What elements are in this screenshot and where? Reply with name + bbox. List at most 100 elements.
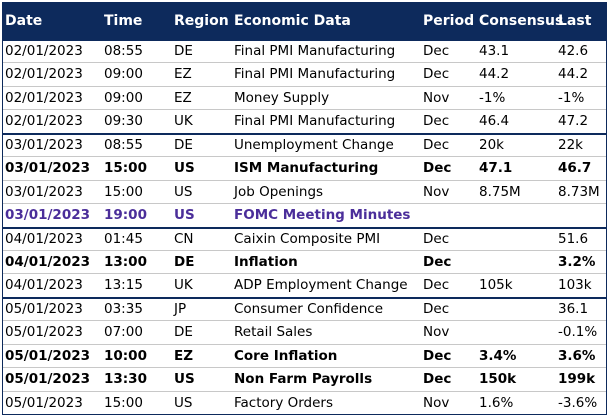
date-cell: 05/01/2023	[5, 394, 83, 411]
consensus-cell: 47.1	[479, 160, 513, 177]
date-cell: 03/01/2023	[5, 136, 83, 153]
economic-data-cell: FOMC Meeting Minutes	[234, 207, 411, 224]
time-cell: 15:00	[104, 394, 143, 411]
header-cell: Date	[5, 13, 43, 29]
time-cell: 09:00	[104, 66, 143, 83]
consensus-cell: 44.2	[479, 66, 510, 83]
consensus-cell: -1%	[479, 89, 506, 106]
period-cell: Dec	[423, 347, 452, 364]
table-row: 05/01/2023 07:00 DE Retail Sales Nov -0.1%	[3, 320, 606, 343]
period-cell: Dec	[423, 277, 450, 294]
consensus-cell: 1.6%	[479, 394, 514, 411]
last-cell: 46.7	[558, 160, 592, 177]
consensus-cell: 20k	[479, 136, 504, 153]
table-row: 04/01/2023 13:15 UK ADP Employment Change De…	[3, 273, 606, 296]
time-cell: 01:45	[104, 230, 143, 247]
region-cell: US	[174, 207, 195, 224]
table-row: 02/01/2023 09:30 UK Final PMI Manufacturing…	[3, 109, 606, 132]
last-cell: -1%	[558, 89, 585, 106]
last-cell: 103k	[558, 277, 592, 294]
region-cell: JP	[174, 300, 187, 317]
date-cell: 02/01/2023	[5, 43, 83, 59]
region-cell: DE	[174, 253, 195, 270]
table-row: 05/01/2023 03:35 JP Consumer Confidence Dec 3…	[3, 296, 606, 320]
economic-data-cell: Non Farm Payrolls	[234, 371, 373, 388]
economic-data-cell: ISM Manufacturing	[234, 160, 379, 177]
period-cell: Dec	[423, 113, 450, 130]
last-cell: 8.73M	[558, 183, 600, 200]
date-cell: 05/01/2023	[5, 371, 91, 388]
date-cell: 03/01/2023	[5, 207, 91, 224]
date-cell: 02/01/2023	[5, 113, 83, 130]
time-cell: 03:35	[104, 300, 143, 317]
time-cell: 13:30	[104, 371, 147, 388]
date-cell: 02/01/2023	[5, 89, 83, 106]
date-cell: 04/01/2023	[5, 277, 83, 294]
date-cell: 05/01/2023	[5, 300, 83, 317]
time-cell: 19:00	[104, 207, 147, 224]
table-row: 03/01/2023 15:00 US Job Openings Nov 8.75M 8.7…	[3, 179, 606, 203]
last-cell: -0.1%	[558, 324, 598, 341]
header-cell: Economic Data	[234, 13, 351, 29]
date-cell: 02/01/2023	[5, 66, 83, 83]
period-cell: Dec	[423, 371, 452, 388]
date-cell: 03/01/2023	[5, 160, 91, 177]
period-cell: Dec	[423, 300, 450, 317]
header-cell: Region	[174, 13, 229, 29]
region-cell: UK	[174, 277, 193, 294]
table-row: 05/01/2023 13:30 US Non Farm Payrolls Dec 150…	[3, 367, 606, 390]
region-cell: DE	[174, 136, 193, 153]
economic-data-cell: Final PMI Manufacturing	[234, 43, 396, 59]
date-cell: 05/01/2023	[5, 347, 91, 364]
economic-data-cell: Core Inflation	[234, 347, 338, 364]
economic-data-cell: Consumer Confidence	[234, 300, 384, 317]
time-cell: 07:00	[104, 324, 143, 341]
time-cell: 08:55	[104, 136, 143, 153]
time-cell: 13:15	[104, 277, 143, 294]
table-row: 04/01/2023 01:45 CN Caixin Composite PMI Dec…	[3, 226, 606, 250]
economic-data-cell: Inflation	[234, 253, 298, 270]
time-cell: 09:30	[104, 113, 143, 130]
last-cell: 42.6	[558, 43, 589, 59]
table-row: 05/01/2023 10:00 EZ Core Inflation Dec 3.4% 3.…	[3, 343, 606, 367]
consensus-cell: 150k	[479, 371, 517, 388]
period-cell: Dec	[423, 66, 450, 83]
period-cell: Nov	[423, 394, 450, 411]
table-header: Date Time Region Economic Data Period Consens…	[3, 3, 606, 39]
economic-data-cell: Retail Sales	[234, 324, 313, 341]
period-cell: Dec	[423, 253, 452, 270]
table-row: 04/01/2023 13:00 DE Inflation Dec 3.2%	[3, 249, 606, 273]
header-cell: Consensus	[479, 13, 564, 29]
region-cell: DE	[174, 324, 193, 341]
time-cell: 15:00	[104, 160, 147, 177]
last-cell: 22k	[558, 136, 583, 153]
date-cell: 03/01/2023	[5, 183, 83, 200]
consensus-cell: 8.75M	[479, 183, 521, 200]
time-cell: 08:55	[104, 43, 143, 59]
table-row: 02/01/2023 09:00 EZ Money Supply Nov -1% -1%	[3, 85, 606, 109]
table-row: 02/01/2023 09:00 EZ Final PMI Manufacturing…	[3, 62, 606, 85]
time-cell: 15:00	[104, 183, 143, 200]
consensus-cell: 46.4	[479, 113, 510, 130]
economic-data-cell: Final PMI Manufacturing	[234, 66, 396, 83]
period-cell: Nov	[423, 324, 450, 341]
region-cell: US	[174, 183, 193, 200]
consensus-cell: 43.1	[479, 43, 510, 59]
period-cell: Dec	[423, 230, 450, 247]
time-cell: 09:00	[104, 89, 143, 106]
region-cell: US	[174, 371, 195, 388]
last-cell: 3.6%	[558, 347, 596, 364]
economic-data-cell: Final PMI Manufacturing	[234, 113, 396, 130]
header-cell: Time	[104, 13, 143, 29]
consensus-cell: 105k	[479, 277, 513, 294]
economic-data-cell: Factory Orders	[234, 394, 334, 411]
region-cell: CN	[174, 230, 194, 247]
period-cell: Nov	[423, 89, 450, 106]
table-row: 03/01/2023 15:00 US ISM Manufacturing Dec 47.…	[3, 156, 606, 179]
last-cell: 44.2	[558, 66, 589, 83]
economic-data-cell: Caixin Composite PMI	[234, 230, 381, 247]
date-cell: 05/01/2023	[5, 324, 83, 341]
table-row: 02/01/2023 08:55 DE Final PMI Manufacturing…	[3, 39, 606, 62]
